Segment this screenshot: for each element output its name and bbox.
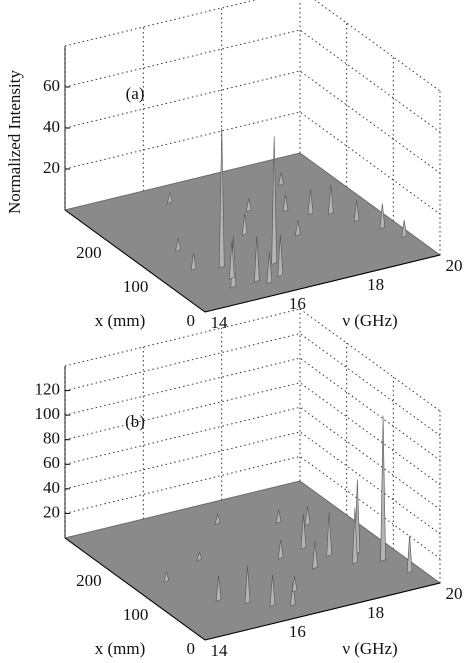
y-tick-label: 20 (446, 584, 463, 603)
grid-line (64, 70, 441, 174)
z-tick-label: 40 (43, 478, 60, 497)
peak (275, 510, 282, 524)
peak (163, 571, 170, 583)
panel-label: (b) (125, 412, 145, 431)
peak (380, 415, 386, 562)
z-tick-label: 40 (43, 117, 60, 136)
frame-line (314, 0, 441, 92)
y-tick-label: 16 (289, 294, 306, 313)
grid-line (64, 333, 441, 436)
peak (282, 194, 289, 213)
peak (289, 582, 296, 607)
peak (294, 220, 301, 237)
z-tick-label: 60 (43, 453, 60, 472)
y-tick-label: 18 (367, 603, 384, 622)
z-tick-label: 80 (43, 429, 60, 448)
peak (215, 575, 222, 602)
peak (401, 220, 408, 238)
floor-edge (64, 209, 441, 313)
x-axis-label: x (mm) (95, 639, 146, 658)
frame-line (64, 0, 257, 47)
peak (241, 213, 248, 236)
z-tick-label: 100 (35, 404, 61, 423)
y-axis-label: ν (GHz) (342, 311, 397, 330)
peak (406, 535, 413, 574)
peak (326, 512, 332, 557)
peak (291, 576, 298, 593)
peak (352, 507, 358, 565)
x-tick-label: 0 (187, 311, 196, 330)
x-tick-label: 0 (187, 639, 196, 658)
peak (277, 539, 284, 560)
peak (269, 574, 276, 607)
x-axis-label: x (mm) (95, 311, 146, 330)
peak (254, 236, 260, 283)
peak (190, 253, 197, 271)
y-tick-label: 16 (289, 622, 306, 641)
z-tick-label: 20 (43, 158, 60, 177)
peak (327, 184, 334, 215)
peak (166, 192, 173, 205)
floor-edge (64, 537, 441, 641)
peak (278, 172, 284, 187)
peak (218, 127, 225, 269)
peak (214, 513, 221, 526)
peak (175, 238, 181, 253)
z-tick-label: 20 (43, 502, 60, 521)
peak (196, 551, 203, 562)
z-tick-label: 120 (35, 379, 61, 398)
peak (353, 200, 360, 223)
y-tick-label: 14 (211, 641, 229, 660)
x-tick-label: 100 (123, 605, 149, 624)
y-tick-label: 18 (367, 275, 384, 294)
x-tick-label: 100 (123, 277, 149, 296)
x-tick-label: 200 (76, 243, 102, 262)
grid-line (64, 29, 441, 133)
x-tick-label: 200 (76, 571, 102, 590)
peak (307, 189, 314, 216)
frame-line (299, 308, 441, 412)
peak (300, 513, 307, 550)
peak (266, 252, 273, 285)
y-tick-label: 20 (446, 256, 463, 275)
peak (244, 565, 251, 604)
peak (277, 234, 284, 278)
z-tick-label: 60 (43, 76, 60, 95)
peak (304, 506, 311, 526)
z-axis-label: Normalized Intensity (5, 70, 24, 214)
y-axis-label: ν (GHz) (342, 639, 397, 658)
peak (379, 203, 386, 230)
peak (271, 136, 277, 265)
peak (229, 241, 235, 280)
panel-label: (a) (126, 84, 145, 103)
peak (312, 540, 318, 570)
peak (245, 198, 252, 213)
